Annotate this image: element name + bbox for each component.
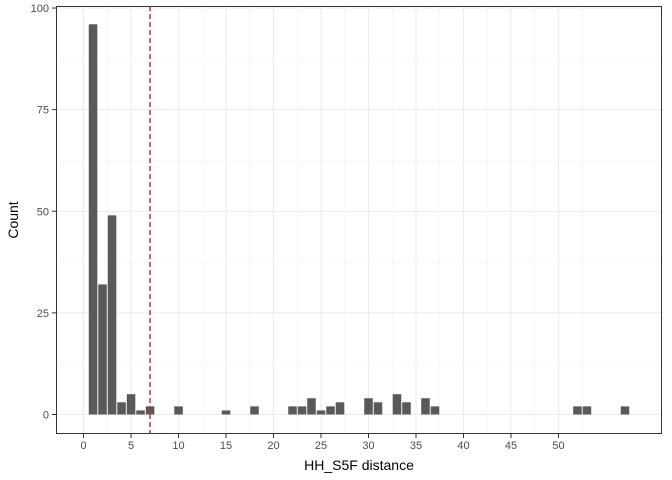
x-tick-label: 10 [172, 440, 184, 452]
x-tick-label: 5 [128, 440, 134, 452]
bar [107, 215, 117, 415]
y-tick-label: 75 [37, 105, 49, 117]
x-axis: 0 5 10 15 20 25 30 35 40 45 50 [80, 434, 565, 452]
bar [88, 24, 98, 415]
bar [297, 406, 307, 415]
x-tick-label: 30 [362, 440, 374, 452]
plot-panel [56, 6, 662, 434]
y-axis: 0 25 50 75 100 [31, 3, 56, 421]
bar [307, 398, 316, 415]
bar [98, 284, 107, 415]
bar [316, 410, 326, 415]
x-tick-label: 40 [457, 440, 469, 452]
bar [620, 406, 630, 415]
y-tick-label: 0 [43, 409, 49, 421]
x-tick-label: 50 [552, 440, 564, 452]
bar [373, 402, 383, 415]
bar [402, 402, 411, 415]
bar [250, 406, 259, 415]
y-tick-label: 100 [31, 3, 49, 15]
y-axis-title: Count [5, 201, 21, 238]
x-tick-label: 45 [505, 440, 517, 452]
bar [421, 398, 430, 415]
bar [326, 406, 335, 415]
bar [573, 406, 582, 415]
x-axis-title: HH_S5F distance [304, 457, 414, 473]
y-tick-label: 50 [37, 206, 49, 218]
bar [126, 394, 136, 415]
bar [392, 394, 402, 415]
grid-major [56, 6, 662, 434]
bar [221, 410, 231, 415]
x-tick-label: 25 [315, 440, 327, 452]
bar [430, 406, 440, 415]
panel-background [56, 6, 662, 434]
bar [582, 406, 592, 415]
x-tick-label: 15 [220, 440, 232, 452]
bar [288, 406, 297, 415]
panel-border [56, 6, 662, 434]
x-tick-label: 0 [80, 440, 86, 452]
y-tick-label: 25 [37, 308, 49, 320]
bar [174, 406, 183, 415]
x-tick-label: 35 [410, 440, 422, 452]
grid-minor [56, 6, 662, 434]
bar [136, 410, 145, 415]
x-tick-label: 20 [267, 440, 279, 452]
bar [335, 402, 345, 415]
bar [364, 398, 373, 415]
bars [88, 24, 630, 415]
bar [117, 402, 126, 415]
